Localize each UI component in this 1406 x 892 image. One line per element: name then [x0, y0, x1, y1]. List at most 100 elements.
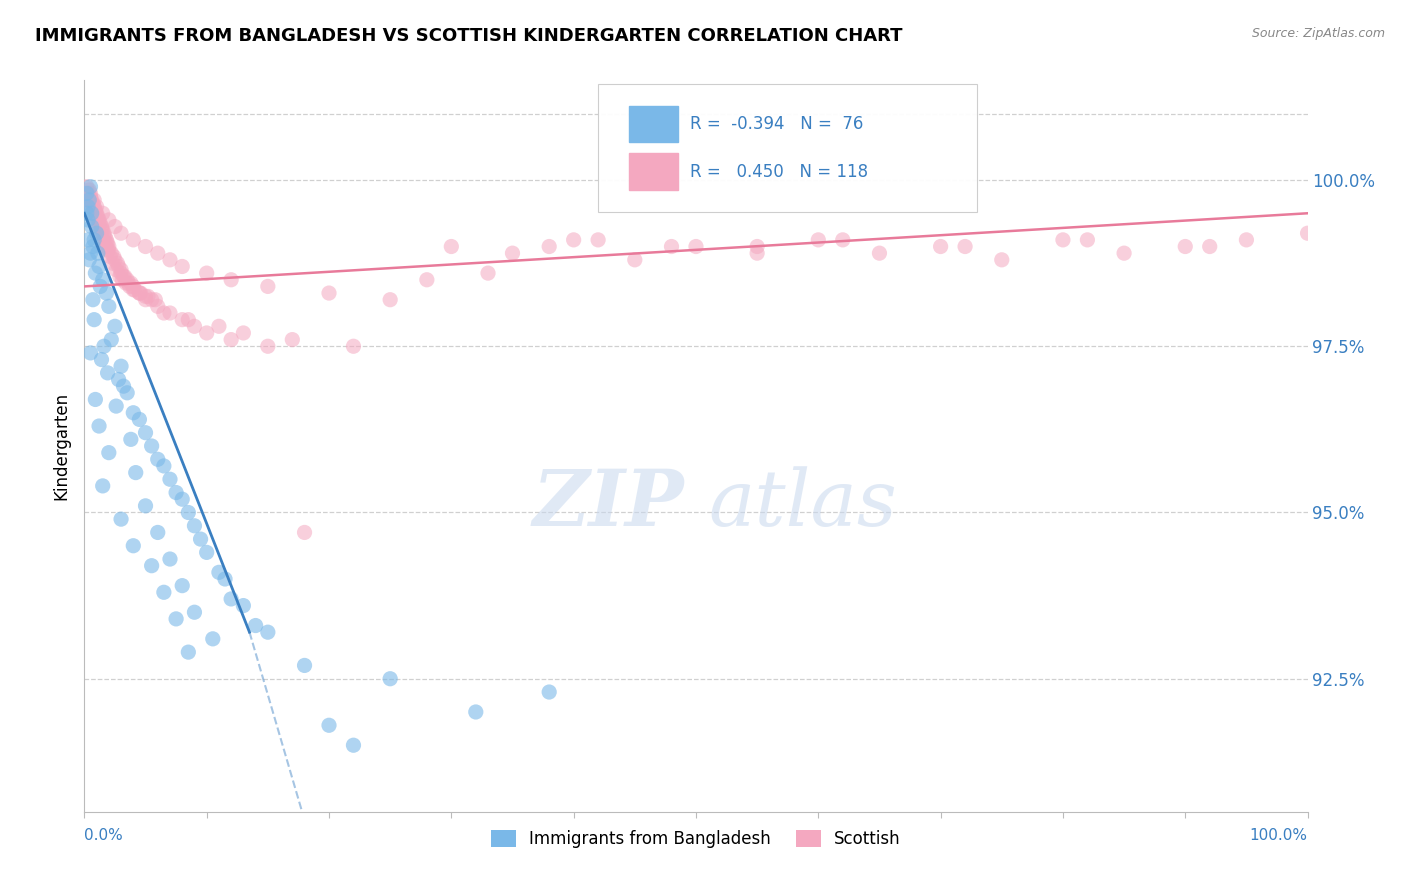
Bar	[628, 153, 678, 190]
Point	[141, 439, 163, 453]
Point	[122, 539, 145, 553]
Point	[953, 239, 976, 253]
Point	[77, 193, 100, 207]
Point	[76, 186, 98, 201]
Point	[77, 200, 100, 214]
Point	[77, 213, 100, 227]
Point	[87, 246, 110, 260]
Point	[380, 672, 402, 686]
Point	[1296, 226, 1319, 240]
Point	[93, 339, 115, 353]
Point	[146, 452, 169, 467]
Point	[93, 226, 115, 240]
Point	[79, 179, 101, 194]
Point	[91, 233, 114, 247]
Point	[76, 206, 98, 220]
Point	[416, 273, 439, 287]
Point	[97, 236, 120, 251]
Point	[107, 260, 129, 274]
Point	[135, 289, 157, 303]
Point	[159, 252, 181, 267]
Point	[97, 243, 120, 257]
Point	[86, 200, 108, 214]
Point	[195, 545, 218, 559]
Point	[257, 339, 280, 353]
Point	[318, 718, 340, 732]
Point	[115, 385, 138, 400]
Point	[110, 359, 132, 374]
Point	[1076, 233, 1098, 247]
Point	[869, 246, 891, 260]
Point	[83, 233, 105, 247]
Point	[831, 233, 853, 247]
Point	[128, 286, 150, 301]
Point	[128, 412, 150, 426]
Point	[172, 312, 194, 326]
Point	[80, 196, 103, 211]
Point	[502, 246, 524, 260]
Point	[245, 618, 267, 632]
Text: 0.0%: 0.0%	[84, 829, 124, 843]
Point	[79, 186, 101, 201]
Point	[201, 632, 224, 646]
Point	[183, 319, 205, 334]
Point	[76, 179, 98, 194]
Point	[661, 239, 683, 253]
Point	[86, 210, 108, 224]
Point	[214, 572, 236, 586]
Point	[124, 283, 146, 297]
Point	[97, 299, 120, 313]
Point	[77, 233, 100, 247]
Text: 100.0%: 100.0%	[1250, 829, 1308, 843]
Point	[86, 226, 108, 240]
Point	[146, 246, 169, 260]
Point	[991, 252, 1014, 267]
Point	[89, 279, 111, 293]
Point	[103, 250, 125, 264]
Point	[219, 273, 242, 287]
Point	[1198, 239, 1220, 253]
Point	[83, 193, 105, 207]
Point	[177, 645, 200, 659]
Point	[159, 552, 181, 566]
Point	[477, 266, 499, 280]
Point	[120, 276, 142, 290]
Point	[84, 266, 107, 280]
Point	[685, 239, 707, 253]
Point	[90, 352, 112, 367]
Point	[96, 236, 118, 251]
Point	[135, 499, 157, 513]
Point	[464, 705, 486, 719]
Point	[82, 239, 104, 253]
Point	[118, 279, 141, 293]
Point	[97, 243, 120, 257]
Point	[159, 472, 181, 486]
Point	[232, 599, 254, 613]
Point	[165, 485, 187, 500]
Point	[143, 293, 166, 307]
Point	[1114, 246, 1136, 260]
Point	[929, 239, 952, 253]
Point	[90, 223, 112, 237]
Point	[105, 256, 128, 270]
Point	[87, 219, 110, 234]
Bar	[628, 106, 678, 143]
Point	[172, 579, 194, 593]
Point	[80, 206, 103, 220]
Point	[94, 239, 117, 253]
Point	[122, 279, 145, 293]
Point	[114, 269, 136, 284]
Point	[135, 293, 157, 307]
Y-axis label: Kindergarten: Kindergarten	[52, 392, 70, 500]
Point	[96, 233, 118, 247]
Point	[82, 293, 104, 307]
Point	[105, 262, 128, 277]
Point	[77, 189, 100, 203]
Point	[82, 196, 104, 211]
Point	[87, 213, 110, 227]
Point	[79, 346, 101, 360]
Point	[115, 273, 138, 287]
Point	[159, 306, 181, 320]
Point	[195, 326, 218, 340]
Point	[101, 256, 124, 270]
